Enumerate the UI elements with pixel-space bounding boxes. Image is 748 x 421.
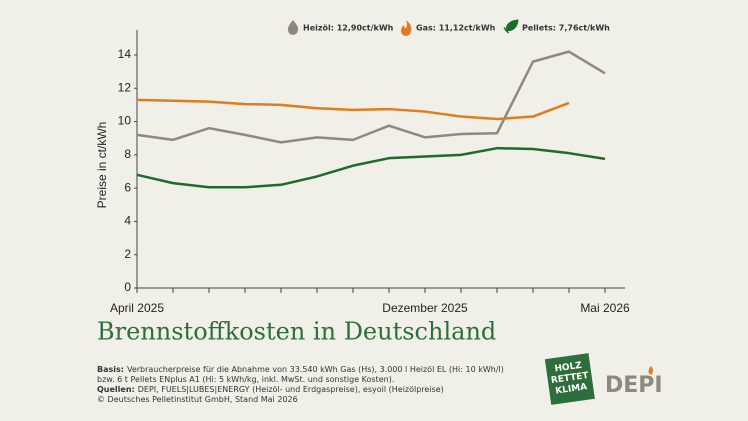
y-tick-label: 4	[124, 214, 131, 228]
y-tick-label: 12	[118, 80, 132, 94]
y-tick-label: 10	[118, 114, 132, 128]
note-text: © Deutsches Pelletinstitut GmbH, Stand M…	[97, 395, 298, 404]
y-tick-label: 6	[124, 180, 131, 194]
note-label: Quellen:	[97, 385, 135, 394]
note-line: Basis: Verbraucherpreise für die Abnahme …	[97, 365, 504, 374]
note-text: DEPI, FUELS|LUBES|ENERGY (Heizöl- und Er…	[138, 385, 444, 394]
legend-label: Pellets: 7,76ct/kWh	[522, 24, 610, 33]
badge-logo: HOLZ RETTET KLIMA	[544, 353, 595, 405]
x-tick-label: April 2025	[110, 301, 164, 315]
note-text: bzw. 6 t Pellets ENplus A1 (Hi: 5 kWh/kg…	[97, 375, 394, 384]
y-tick-label: 14	[118, 47, 132, 61]
legend-icon	[503, 19, 519, 34]
brand-logo: DEPI	[605, 373, 663, 398]
brand-flame	[648, 366, 653, 375]
y-axis-label: Preise in ct/kWh	[95, 122, 109, 209]
note-line: Quellen: DEPI, FUELS|LUBES|ENERGY (Heizöl…	[97, 385, 444, 394]
note-label: Basis:	[97, 365, 124, 374]
legend-icon	[401, 20, 412, 36]
legend-label: Gas: 11,12ct/kWh	[416, 24, 496, 33]
y-tick-label: 8	[124, 147, 131, 161]
x-tick-label: Dezember 2025	[382, 301, 468, 315]
badge-bg	[544, 353, 595, 405]
y-tick-label: 0	[124, 280, 131, 294]
legend-icon	[287, 20, 299, 35]
series-line	[136, 146, 606, 189]
badge-text: HOLZ	[554, 361, 583, 375]
y-tick-label: 2	[124, 247, 131, 261]
chart-title: Brennstoffkosten in Deutschland	[97, 318, 496, 346]
note-line: © Deutsches Pelletinstitut GmbH, Stand M…	[97, 395, 298, 404]
series-line	[136, 98, 570, 121]
note-line: bzw. 6 t Pellets ENplus A1 (Hi: 5 kWh/kg…	[97, 375, 394, 384]
legend-label: Heizöl: 12,90ct/kWh	[303, 24, 394, 33]
series-line	[136, 50, 606, 144]
badge-text: KLIMA	[555, 382, 588, 396]
x-tick-label: Mai 2026	[580, 301, 630, 315]
note-text: Verbraucherpreise für die Abnahme von 33…	[127, 365, 504, 374]
